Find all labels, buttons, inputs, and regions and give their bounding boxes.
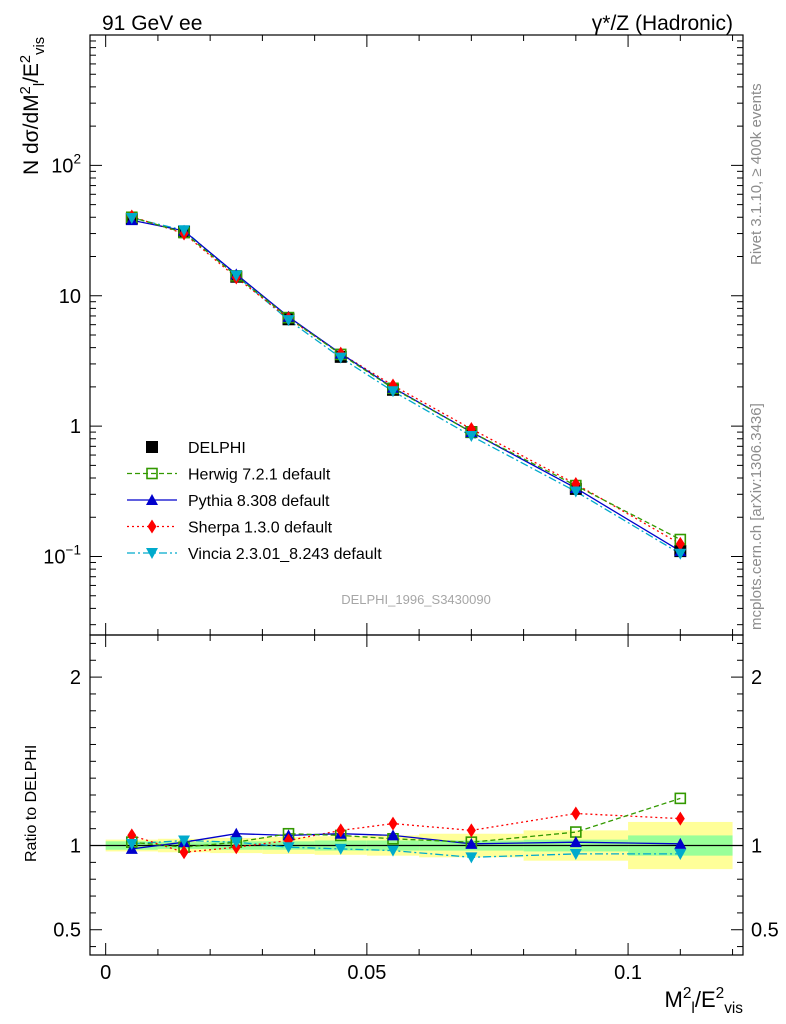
ratio-point-pythia-8-308-default [569,836,582,848]
main-axes: 102 10 1 10−1 [43,34,744,636]
ratio-point-pythia-8-308-default [386,829,399,841]
ratio-y-tick-label-right: 1 [751,836,762,858]
legend-label-delphi: DELPHI [188,440,246,457]
legend: DELPHI Herwig 7.2.1 default Pythia 8.308 d… [127,440,382,563]
ratio-point-vincia-2-3-01-8-243-default [674,848,687,860]
ratio-point-sherpa-1-3-0-default [179,845,189,860]
ratio-series-line-sherpa-1-3-0-default [131,812,681,853]
legend-label-sherpa-1-3-0-default: Sherpa 1.3.0 default [188,520,333,537]
main-series-group [125,209,687,560]
ratio-point-vincia-2-3-01-8-243-default [230,837,243,849]
ratio-point-vincia-2-3-01-8-243-default [178,835,191,847]
analysis-id-label: DELPHI_1996_S3430090 [341,592,491,607]
main-point-vincia-2-3-01-8-243-default [465,431,478,443]
x-tick-label: 0.05 [347,962,386,984]
main-frame [89,34,744,636]
ratio-point-pythia-8-308-default [674,837,687,849]
ratio-y-axis-label: Ratio to DELPHI [23,745,40,862]
legend-label-herwig-7-2-1-default: Herwig 7.2.1 default [188,467,331,484]
main-point-vincia-2-3-01-8-243-default [569,486,582,498]
main-point-vincia-2-3-01-8-243-default [674,548,687,560]
ratio-point-pythia-8-308-default [465,837,478,849]
x-tick-label: 0.1 [614,962,642,984]
main-series-line-herwig-7-2-1-default [131,216,681,541]
main-point-vincia-2-3-01-8-243-default [386,386,399,398]
ratio-point-sherpa-1-3-0-default [336,823,346,838]
ratio-y-tick-label-left: 1 [70,836,81,858]
ratio-series-group [125,792,687,864]
ratio-frame [89,634,744,956]
legend-marker-vincia-2-3-01-8-243-default [146,548,158,559]
ratio-point-sherpa-1-3-0-default [388,816,398,831]
ratio-point-sherpa-1-3-0-default [571,806,581,821]
ratio-axes: 2 2 1 1 0.5 0.5 0 0.05 0.1 [53,634,779,984]
ratio-point-sherpa-1-3-0-default [466,823,476,838]
ratio-y-tick-label-left: 2 [70,667,81,689]
legend-label-vincia-2-3-01-8-243-default: Vincia 2.3.01_8.243 default [188,546,382,563]
legend-marker-delphi [146,441,158,453]
ratio-point-pythia-8-308-default [230,827,243,839]
ratio-y-tick-label-right: 0.5 [751,920,779,942]
main-point-vincia-2-3-01-8-243-default [125,212,138,224]
rivet-label: Rivet 3.1.10, ≥ 400k events [748,83,765,265]
ratio-y-tick-label-right: 2 [751,667,762,689]
ratio-point-herwig-7-2-1-default [674,792,687,805]
header-right: γ*/Z (Hadronic) [592,12,733,35]
main-y-tick-label: 102 [51,151,81,177]
ratio-y-tick-label-left: 0.5 [53,920,81,942]
legend-marker-pythia-8-308-default [146,494,158,505]
header-left: 91 GeV ee [102,12,202,35]
ratio-point-vincia-2-3-01-8-243-default [386,845,399,857]
ratio-point-vincia-2-3-01-8-243-default [334,843,347,855]
ratio-point-vincia-2-3-01-8-243-default [569,848,582,860]
main-y-tick-label: 10−1 [43,543,81,569]
main-point-vincia-2-3-01-8-243-default [178,225,191,237]
main-y-tick-label: 1 [70,416,81,438]
main-point-sherpa-1-3-0-default [675,536,685,551]
legend-label-pythia-8-308-default: Pythia 8.308 default [188,493,330,510]
main-point-vincia-2-3-01-8-243-default [334,352,347,364]
ratio-point-vincia-2-3-01-8-243-default [125,838,138,850]
mcplots-label: mcplots.cern.ch [arXiv:1306.3436] [748,403,765,630]
ratio-point-sherpa-1-3-0-default [675,811,685,826]
legend-marker-sherpa-1-3-0-default [147,519,157,534]
x-tick-label: 0 [100,962,111,984]
main-y-tick-label: 10 [59,286,81,308]
main-point-vincia-2-3-01-8-243-default [230,270,243,282]
main-point-vincia-2-3-01-8-243-default [282,315,295,327]
ratio-point-vincia-2-3-01-8-243-default [465,852,478,864]
x-axis-label: M2l/E2vis [665,985,744,1017]
legend-marker-herwig-7-2-1-default [146,467,158,480]
ratio-point-vincia-2-3-01-8-243-default [282,842,295,854]
main-y-axis-label: N dσ/dM2l/E2vis [18,37,48,175]
